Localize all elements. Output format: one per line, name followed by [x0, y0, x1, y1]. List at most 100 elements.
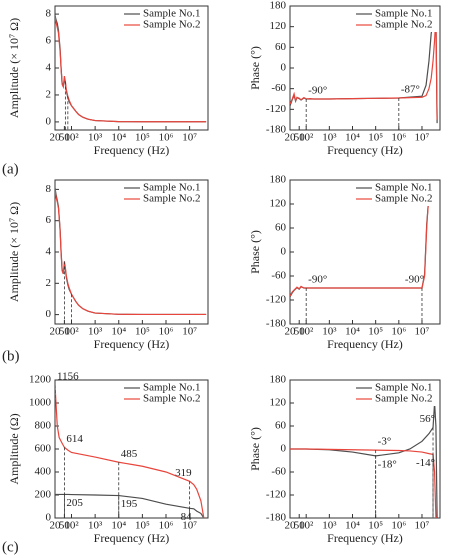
plot-frame: [289, 179, 441, 325]
annotation-label: 319: [175, 467, 192, 479]
legend-label: Sample No.2: [375, 393, 432, 405]
series-line: [55, 16, 207, 123]
y-tick-label: -180: [266, 512, 287, 524]
y-tick-label: 60: [275, 420, 287, 432]
x-tick-label: 10⁷: [182, 132, 197, 144]
annotation-label: -18°: [378, 458, 397, 470]
series-line: [55, 385, 205, 518]
legend-label: Sample No.2: [143, 19, 200, 31]
x-tick-label: 50: [294, 520, 306, 532]
x-tick-label: 10⁴: [111, 132, 126, 144]
x-tick-label: 10⁵: [135, 326, 150, 338]
y-tick-label: -180: [266, 318, 287, 330]
y-axis-label: Amplitude (× 10⁷ Ω): [7, 202, 21, 302]
x-axis-label: Frequency (Hz): [327, 337, 403, 351]
legend-label: Sample No.1: [375, 182, 432, 194]
y-tick-label: 4: [46, 62, 52, 74]
x-tick-label: 20: [50, 326, 62, 338]
x-tick-label: 10²: [299, 132, 314, 144]
x-tick-label: 10³: [88, 520, 103, 532]
x-tick-label: 10³: [322, 326, 337, 338]
x-tick-label: 10²: [64, 520, 79, 532]
y-tick-label: 6: [46, 214, 52, 226]
y-axis-label: Phase (°): [248, 230, 262, 274]
legend-label: Sample No.1: [375, 8, 432, 20]
plot-frame: [54, 5, 209, 131]
plot-frame: [289, 5, 441, 131]
series-line: [55, 493, 205, 518]
x-tick-label: 10³: [322, 520, 337, 532]
x-tick-label: 10⁷: [415, 326, 430, 338]
legend-box: [122, 7, 207, 32]
x-tick-label: 10³: [322, 132, 337, 144]
x-tick-label: 20: [50, 132, 62, 144]
x-tick-label: 10⁵: [135, 520, 150, 532]
y-tick-label: 120: [270, 397, 287, 409]
y-tick-label: 2: [46, 88, 52, 100]
panel-label: (c): [2, 539, 19, 555]
legend-label: Sample No.2: [375, 19, 432, 31]
x-tick-label: 10⁴: [345, 326, 360, 338]
legend-box: [354, 181, 439, 206]
y-tick-label: 0: [46, 308, 52, 320]
legend-label: Sample No.2: [143, 393, 200, 405]
y-tick-label: 60: [275, 222, 287, 234]
x-tick-label: 10³: [88, 132, 103, 144]
legend-label: Sample No.2: [375, 193, 432, 205]
y-axis-label: Phase (°): [248, 427, 262, 471]
x-tick-label: 50: [294, 132, 306, 144]
x-tick-label: 10⁷: [182, 326, 197, 338]
y-tick-label: 6: [46, 35, 52, 47]
plot-frame: [54, 179, 209, 325]
x-axis-label: Frequency (Hz): [327, 143, 403, 157]
y-tick-label: -60: [271, 82, 286, 94]
panel-label: (a): [2, 161, 19, 177]
annotation-label: 1156: [57, 371, 79, 383]
x-tick-label: 10⁶: [159, 132, 174, 144]
annotation-label: 614: [66, 433, 83, 445]
x-tick-label: 50: [59, 132, 71, 144]
series-line: [290, 16, 438, 120]
y-axis-label: Amplitude (× 10⁷ Ω): [7, 18, 21, 118]
x-tick-label: 10⁵: [368, 520, 383, 532]
annotation-label: -14°: [416, 457, 435, 469]
series-line: [55, 187, 207, 316]
x-tick-label: 10⁶: [391, 520, 406, 532]
y-tick-label: 800: [35, 420, 52, 432]
y-tick-label: -60: [271, 270, 286, 282]
y-axis-label: Phase (°): [248, 46, 262, 90]
annotation-label: -90°: [308, 85, 327, 97]
annotation-label: -90°: [308, 274, 327, 286]
y-tick-label: 120: [270, 20, 287, 32]
y-tick-label: 600: [35, 443, 52, 455]
legend-label: Sample No.2: [143, 193, 200, 205]
x-tick-label: 10²: [299, 326, 314, 338]
x-tick-label: 10²: [64, 326, 79, 338]
y-tick-label: -120: [266, 103, 287, 115]
legend-box: [122, 381, 207, 406]
x-tick-label: 10⁶: [391, 326, 406, 338]
x-tick-label: 50: [59, 326, 71, 338]
annotation-label: 84: [181, 511, 193, 523]
annotation-label: 205: [66, 497, 83, 509]
y-tick-label: 0: [281, 443, 287, 455]
y-tick-label: 8: [46, 183, 52, 195]
x-tick-label: 10⁶: [159, 326, 174, 338]
y-tick-label: -120: [266, 294, 287, 306]
y-tick-label: 400: [35, 466, 52, 478]
x-tick-label: 20: [285, 326, 297, 338]
annotation-label: -3°: [378, 436, 392, 448]
x-tick-label: 10⁴: [111, 326, 126, 338]
x-tick-label: 10⁴: [111, 520, 126, 532]
y-tick-label: 1000: [29, 397, 52, 409]
x-axis-label: Frequency (Hz): [327, 531, 403, 545]
series-line: [290, 19, 438, 124]
x-tick-label: 20: [50, 520, 62, 532]
x-tick-label: 50: [294, 326, 306, 338]
